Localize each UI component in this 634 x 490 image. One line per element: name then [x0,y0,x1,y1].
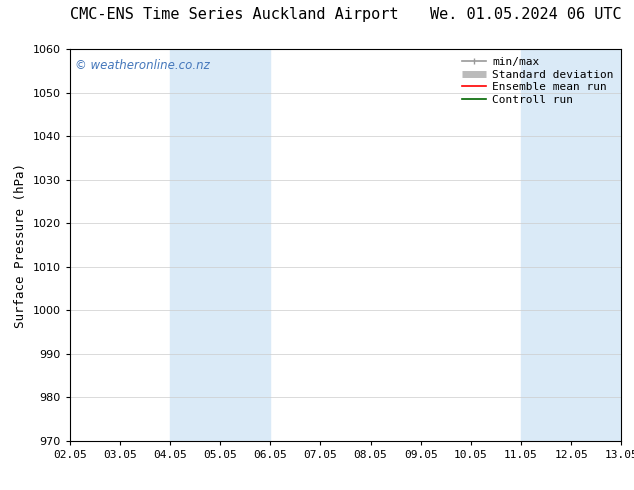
Text: CMC-ENS Time Series Auckland Airport: CMC-ENS Time Series Auckland Airport [70,7,398,22]
Y-axis label: Surface Pressure (hPa): Surface Pressure (hPa) [14,163,27,327]
Text: We. 01.05.2024 06 UTC: We. 01.05.2024 06 UTC [430,7,621,22]
Bar [521,49,621,441]
Text: © weatheronline.co.nz: © weatheronline.co.nz [75,59,210,72]
Legend: min/max, Standard deviation, Ensemble mean run, Controll run: min/max, Standard deviation, Ensemble me… [460,54,616,107]
Bar [170,49,270,441]
